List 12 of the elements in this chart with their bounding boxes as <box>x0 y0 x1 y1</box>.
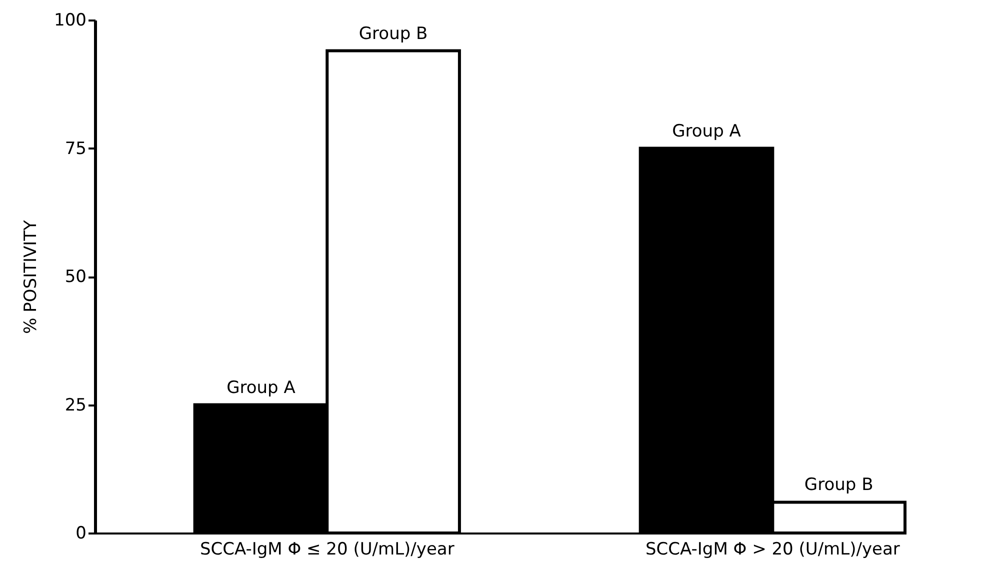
y-tick-label: 50 <box>64 267 86 287</box>
y-tick-label: 100 <box>54 10 86 30</box>
text: Group A <box>672 121 741 142</box>
series-label: Group B <box>358 24 428 44</box>
y-tick-label: 75 <box>64 138 86 159</box>
x-tick-label: SCCA-IgM Φ > 20 (U/mL)/year <box>645 540 900 560</box>
y-tick-label: 0 <box>76 524 86 544</box>
x-tick-label: SCCA-IgM Φ ≤ 20 (U/mL)/year <box>200 540 454 560</box>
y-tick-label: 25 <box>64 395 86 416</box>
series-label: Group A <box>226 378 296 398</box>
y-axis-title: % POSITIVITY <box>21 219 42 334</box>
text: Group B <box>804 475 874 496</box>
